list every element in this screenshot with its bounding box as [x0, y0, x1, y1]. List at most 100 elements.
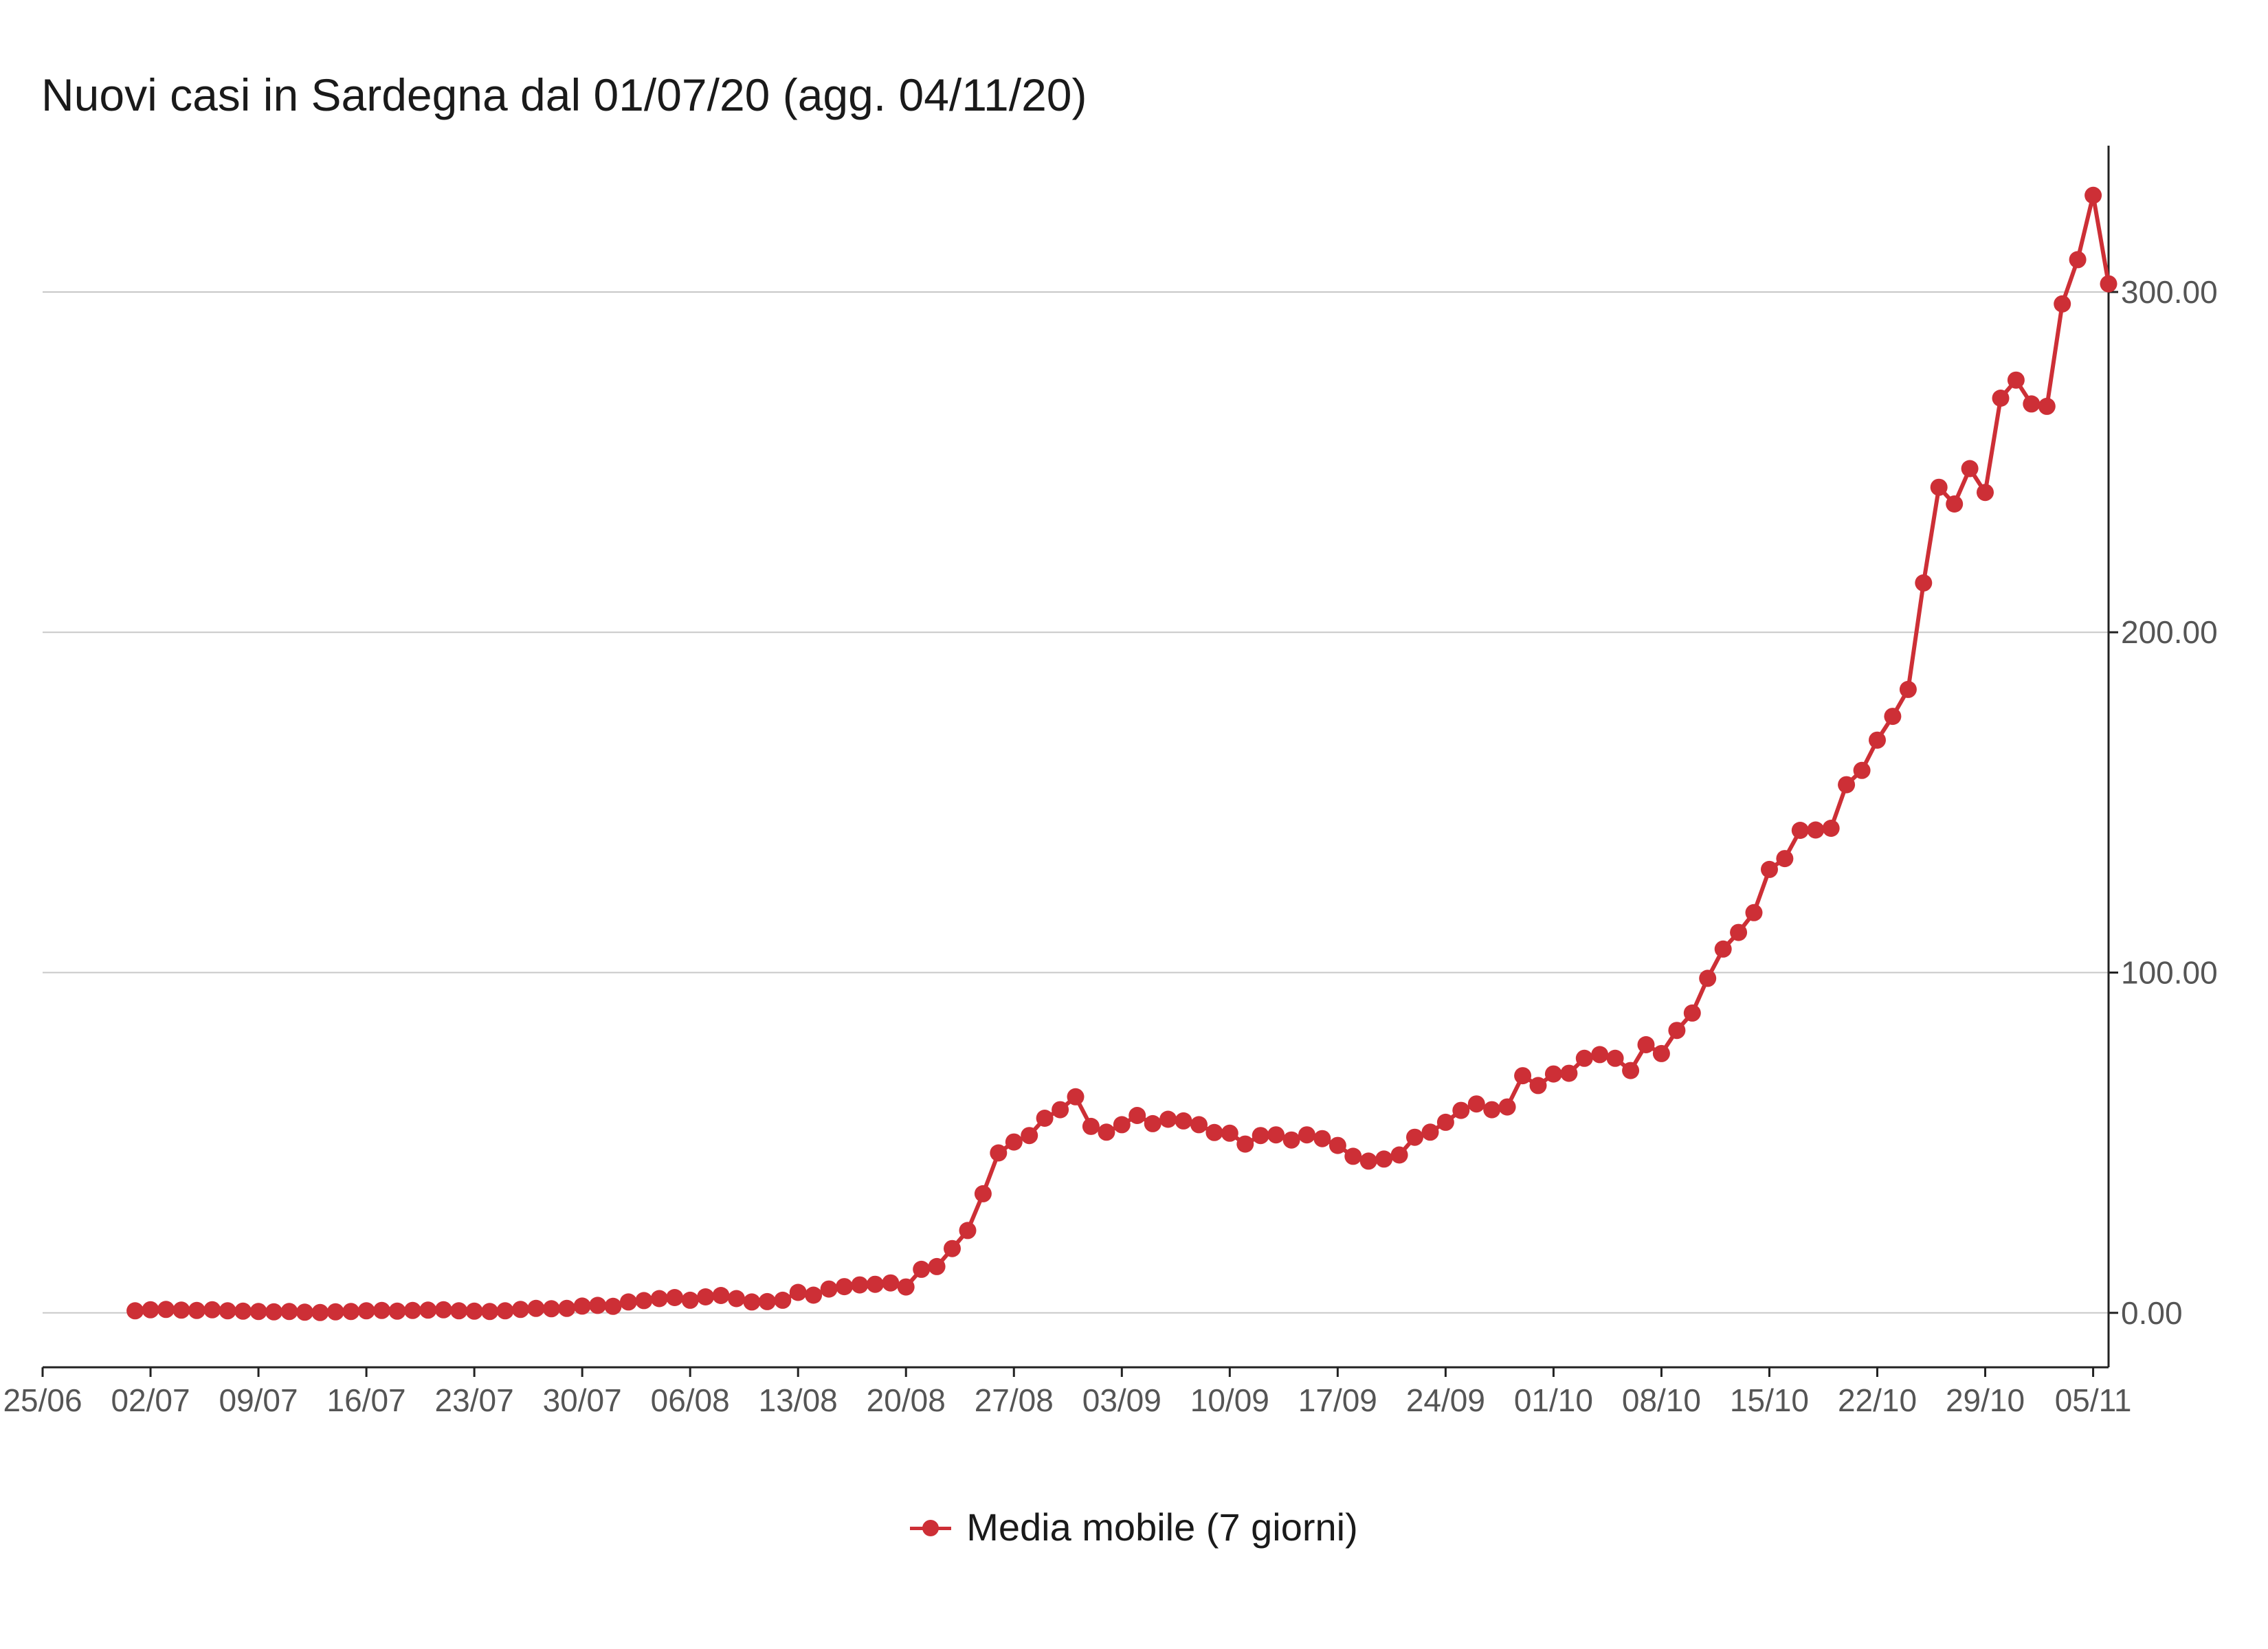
data-point: [1807, 821, 1825, 839]
data-point: [959, 1222, 977, 1239]
data-point: [1129, 1107, 1146, 1124]
data-point: [1668, 1022, 1686, 1040]
x-tick-label: 01/10: [1514, 1382, 1593, 1418]
x-axis-ticks: 25/06 02/07 09/07 16/07 23/07 30/07 06/08 13/08…: [3, 1367, 2131, 1418]
data-point: [712, 1287, 730, 1304]
data-point: [805, 1286, 823, 1304]
data-point: [1205, 1123, 1223, 1141]
data-point: [1498, 1098, 1516, 1116]
data-point: [496, 1302, 514, 1320]
x-tick-label: 13/08: [759, 1382, 838, 1418]
data-point: [1436, 1113, 1454, 1131]
data-point: [1745, 904, 1763, 921]
data-point: [619, 1293, 637, 1311]
data-point: [249, 1303, 267, 1321]
data-point: [1884, 708, 1902, 726]
data-point: [1483, 1101, 1501, 1119]
x-tick-label: 15/10: [1730, 1382, 1809, 1418]
data-point: [1052, 1101, 1069, 1119]
data-point: [558, 1299, 576, 1317]
x-tick-label: 20/08: [867, 1382, 946, 1418]
x-tick-label: 29/10: [1946, 1382, 2025, 1418]
data-point: [434, 1301, 452, 1319]
data-point: [1544, 1065, 1562, 1083]
x-tick-label: 24/09: [1406, 1382, 1485, 1418]
data-point: [1899, 680, 1917, 698]
data-point: [789, 1283, 807, 1301]
data-point: [882, 1274, 900, 1292]
chart-title: Nuovi casi in Sardegna dal 01/07/20 (agg…: [41, 69, 1087, 120]
data-point: [465, 1302, 483, 1320]
data-point: [1082, 1117, 1100, 1135]
data-point: [897, 1278, 915, 1296]
data-point: [697, 1288, 715, 1305]
data-point: [681, 1291, 699, 1309]
data-point: [188, 1301, 205, 1319]
data-point: [280, 1303, 298, 1321]
data-point: [1406, 1128, 1423, 1146]
data-point: [419, 1301, 437, 1319]
x-tick-label: 23/07: [435, 1382, 514, 1418]
data-point: [1190, 1116, 1208, 1134]
x-tick-label: 25/06: [3, 1382, 82, 1418]
data-point: [1313, 1130, 1331, 1147]
data-point: [342, 1303, 360, 1321]
y-axis-ticks: 0.00 100.00 200.00 300.00: [2109, 274, 2218, 1331]
x-tick-label: 16/07: [327, 1382, 406, 1418]
x-tick-label: 05/11: [2055, 1382, 2132, 1418]
data-point: [1591, 1046, 1609, 1064]
data-point: [142, 1301, 159, 1319]
data-point: [1236, 1135, 1254, 1153]
data-point: [1159, 1110, 1177, 1128]
data-point: [1977, 484, 1994, 502]
data-point: [1946, 495, 1964, 513]
data-point: [2038, 397, 2056, 415]
data-point: [1822, 820, 1840, 837]
y-tick-label: 0.00: [2121, 1295, 2183, 1331]
data-point: [311, 1303, 329, 1321]
data-point: [1622, 1062, 1640, 1079]
data-point: [1575, 1049, 1593, 1067]
gridlines: [43, 291, 2109, 1314]
y-tick-label: 200.00: [2121, 614, 2218, 650]
x-tick-label: 06/08: [651, 1382, 730, 1418]
legend: Media mobile (7 giorni): [0, 1505, 2268, 1549]
data-point: [1853, 761, 1871, 779]
data-point: [1652, 1044, 1670, 1062]
data-point: [1637, 1036, 1655, 1053]
x-tick-label: 22/10: [1838, 1382, 1917, 1418]
data-point: [820, 1280, 838, 1298]
data-point: [326, 1303, 344, 1321]
data-point: [1005, 1133, 1023, 1151]
x-tick-label: 03/09: [1082, 1382, 1161, 1418]
data-point: [1915, 574, 1933, 592]
axes: [43, 146, 2110, 1369]
data-point: [1514, 1067, 1532, 1085]
x-tick-label: 27/08: [975, 1382, 1054, 1418]
y-tick-label: 300.00: [2121, 274, 2218, 310]
data-point: [1699, 969, 1717, 987]
x-tick-label: 17/09: [1298, 1382, 1377, 1418]
data-point: [589, 1297, 607, 1314]
data-point: [604, 1297, 622, 1315]
data-point: [1930, 478, 1948, 496]
data-point: [1606, 1049, 1624, 1067]
data-point: [542, 1300, 560, 1318]
data-point: [2007, 371, 2025, 389]
data-point: [1761, 860, 1778, 878]
data-point: [1529, 1077, 1547, 1095]
data-point: [1375, 1150, 1393, 1168]
data-point: [403, 1301, 421, 1319]
data-point: [357, 1302, 375, 1320]
x-tick-label: 09/07: [219, 1382, 298, 1418]
y-tick-label: 100.00: [2121, 954, 2218, 990]
data-point: [1113, 1116, 1131, 1134]
data-point: [650, 1290, 668, 1308]
data-point: [296, 1303, 313, 1321]
data-point: [1267, 1126, 1285, 1144]
data-point: [1282, 1131, 1300, 1149]
x-tick-label: 08/10: [1622, 1382, 1701, 1418]
data-point: [573, 1297, 591, 1315]
data-point: [728, 1290, 745, 1308]
data-point: [1683, 1004, 1701, 1022]
